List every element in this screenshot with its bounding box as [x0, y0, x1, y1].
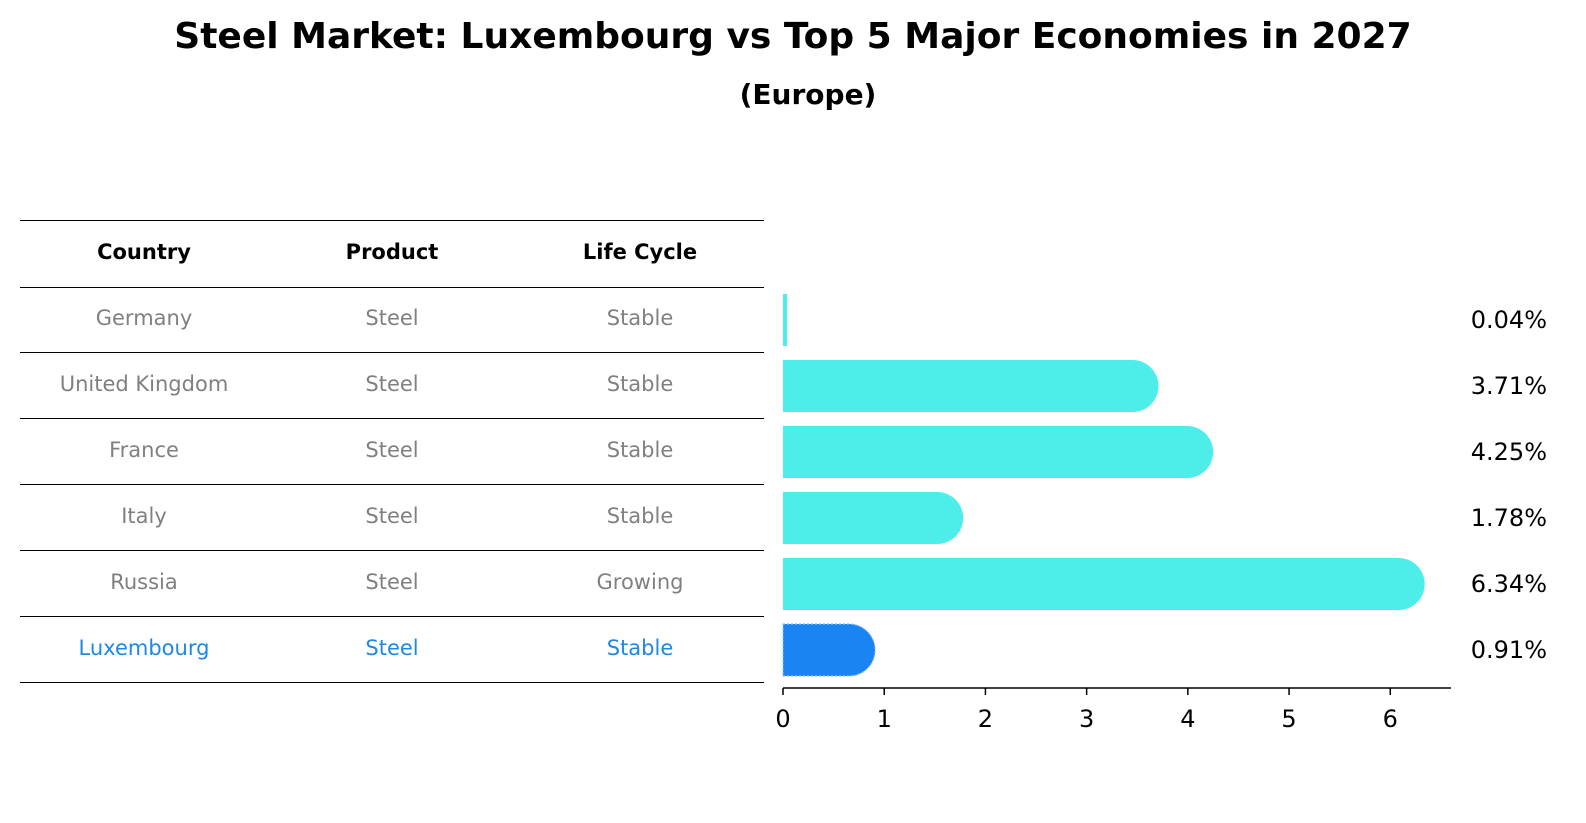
- data-label: 1.78%: [1471, 504, 1547, 532]
- table-rule: [20, 287, 764, 288]
- cell-life-cycle: Stable: [606, 438, 674, 462]
- x-tick-label: 5: [1281, 705, 1296, 733]
- cell-product: Steel: [365, 570, 419, 594]
- table-rule: [20, 682, 764, 683]
- cell-life-cycle: Stable: [606, 306, 674, 330]
- cell-life-cycle: Stable: [606, 504, 674, 528]
- cell-product: Steel: [365, 504, 419, 528]
- x-tick-label: 6: [1383, 705, 1398, 733]
- cell-country-highlight: Luxembourg: [78, 636, 210, 660]
- bar-highlight-outline: [782, 623, 876, 677]
- cell-country: Russia: [110, 570, 178, 594]
- chart-title: Steel Market: Luxembourg vs Top 5 Major …: [174, 16, 1412, 57]
- table-rule: [20, 616, 764, 617]
- cell-country: France: [109, 438, 179, 462]
- x-tick-label: 3: [1079, 705, 1094, 733]
- table-rule: [20, 352, 764, 353]
- table-rule: [20, 418, 764, 419]
- cell-life-cycle-highlight: Stable: [606, 636, 674, 660]
- x-tick-label: 1: [877, 705, 892, 733]
- data-label: 3.71%: [1471, 372, 1547, 400]
- bar: [783, 294, 788, 346]
- data-label: 4.25%: [1471, 438, 1547, 466]
- x-tick-label: 0: [775, 705, 790, 733]
- bar: [783, 558, 1425, 610]
- cell-country: Italy: [121, 504, 167, 528]
- cell-product-highlight: Steel: [365, 636, 419, 660]
- cell-life-cycle: Stable: [606, 372, 674, 396]
- column-header-country: Country: [97, 240, 191, 264]
- chart-subtitle: (Europe): [739, 78, 877, 111]
- data-label: 0.04%: [1471, 306, 1547, 334]
- bar-highlight: [783, 624, 876, 676]
- table-rule: [20, 484, 764, 485]
- bar: [783, 360, 1159, 412]
- cell-life-cycle: Growing: [596, 570, 684, 594]
- x-tick-label: 2: [978, 705, 993, 733]
- cell-country: Germany: [95, 306, 193, 330]
- cell-product: Steel: [365, 306, 419, 330]
- cell-country: United Kingdom: [59, 372, 229, 396]
- bar: [783, 492, 964, 544]
- data-label: 6.34%: [1471, 570, 1547, 598]
- data-label: 0.91%: [1471, 636, 1547, 664]
- table-rule: [20, 220, 764, 221]
- column-header-life-cycle: Life Cycle: [582, 240, 698, 264]
- cell-product: Steel: [365, 438, 419, 462]
- cell-product: Steel: [365, 372, 419, 396]
- table-rule: [20, 550, 764, 551]
- x-tick-label: 4: [1180, 705, 1195, 733]
- column-header-product: Product: [345, 240, 439, 264]
- bar: [783, 426, 1214, 478]
